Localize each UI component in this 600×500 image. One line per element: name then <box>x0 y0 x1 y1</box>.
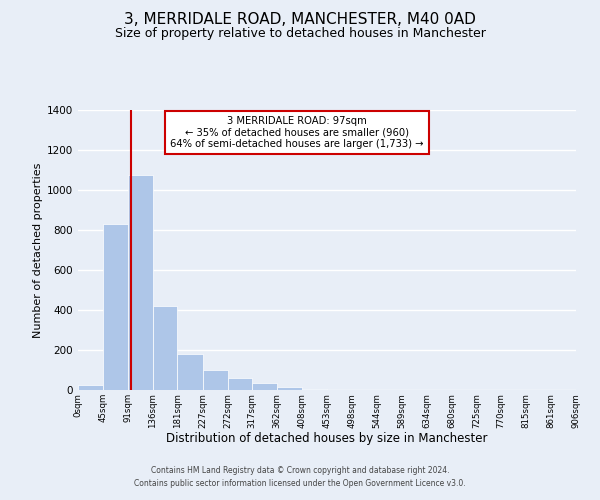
Y-axis label: Number of detached properties: Number of detached properties <box>33 162 43 338</box>
Bar <box>103 224 128 390</box>
Bar <box>178 354 203 390</box>
Bar <box>302 389 327 390</box>
Bar <box>203 370 227 390</box>
Bar <box>78 385 103 390</box>
Bar <box>277 387 302 390</box>
X-axis label: Distribution of detached houses by size in Manchester: Distribution of detached houses by size … <box>166 432 488 445</box>
Text: 3 MERRIDALE ROAD: 97sqm
← 35% of detached houses are smaller (960)
64% of semi-d: 3 MERRIDALE ROAD: 97sqm ← 35% of detache… <box>170 116 424 149</box>
Text: Contains HM Land Registry data © Crown copyright and database right 2024.
Contai: Contains HM Land Registry data © Crown c… <box>134 466 466 487</box>
Bar <box>252 383 277 390</box>
Bar <box>128 175 153 390</box>
Text: Size of property relative to detached houses in Manchester: Size of property relative to detached ho… <box>115 28 485 40</box>
Text: 3, MERRIDALE ROAD, MANCHESTER, M40 0AD: 3, MERRIDALE ROAD, MANCHESTER, M40 0AD <box>124 12 476 28</box>
Bar <box>153 306 178 390</box>
Bar <box>227 378 252 390</box>
